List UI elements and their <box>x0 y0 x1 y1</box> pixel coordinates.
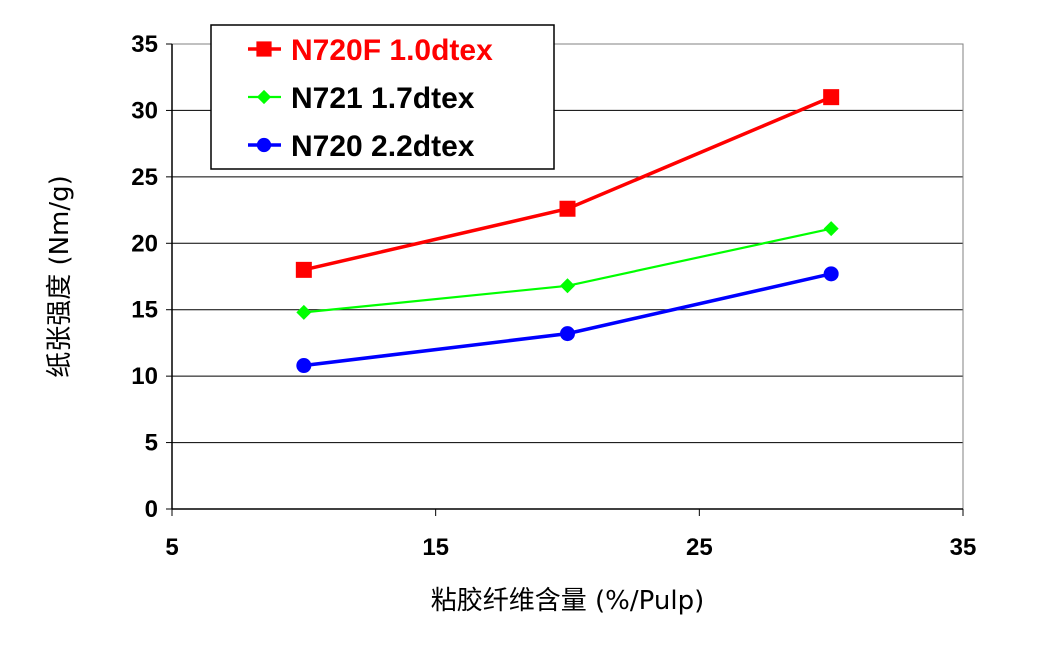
y-tick-label: 20 <box>131 230 158 257</box>
y-tick-label: 0 <box>145 496 158 523</box>
x-tick-label: 5 <box>165 534 178 561</box>
legend-label: N720 2.2dtex <box>291 130 475 163</box>
square-marker <box>823 89 840 106</box>
square-marker <box>559 200 576 217</box>
x-axis-ticks: 5 15 25 35 <box>165 508 977 561</box>
circle-marker <box>823 266 839 282</box>
y-tick-label: 30 <box>131 97 158 124</box>
square-marker <box>295 261 312 278</box>
circle-marker <box>256 137 272 153</box>
x-tick-label: 15 <box>422 534 449 561</box>
y-tick-label: 35 <box>131 31 158 58</box>
circle-marker <box>560 326 575 342</box>
diamond-marker <box>256 89 272 105</box>
circle-marker <box>296 358 312 374</box>
series-markers <box>295 89 840 374</box>
y-tick-label: 25 <box>131 164 158 191</box>
diamond-marker <box>560 278 575 294</box>
x-tick-label: 35 <box>950 534 977 561</box>
y-axis-ticks: 0 5 10 15 20 25 30 35 <box>131 31 173 523</box>
square-marker <box>256 41 272 57</box>
diamond-marker <box>296 304 312 320</box>
x-tick-label: 25 <box>686 534 713 561</box>
legend-label: N721 1.7dtex <box>291 82 475 115</box>
diamond-marker <box>823 221 839 237</box>
y-tick-label: 5 <box>145 430 158 457</box>
y-axis-label: 纸张强度 (Nm/g) <box>45 175 75 378</box>
series-line <box>303 227 832 314</box>
legend: N720F 1.0dtex N721 1.7dtex N720 2.2dtex <box>210 24 555 170</box>
y-tick-label: 15 <box>131 297 158 324</box>
x-axis-label: 粘胶纤维含量 (%/Pulp) <box>431 586 704 616</box>
y-tick-label: 10 <box>131 363 158 390</box>
legend-label: N720F 1.0dtex <box>291 34 493 67</box>
